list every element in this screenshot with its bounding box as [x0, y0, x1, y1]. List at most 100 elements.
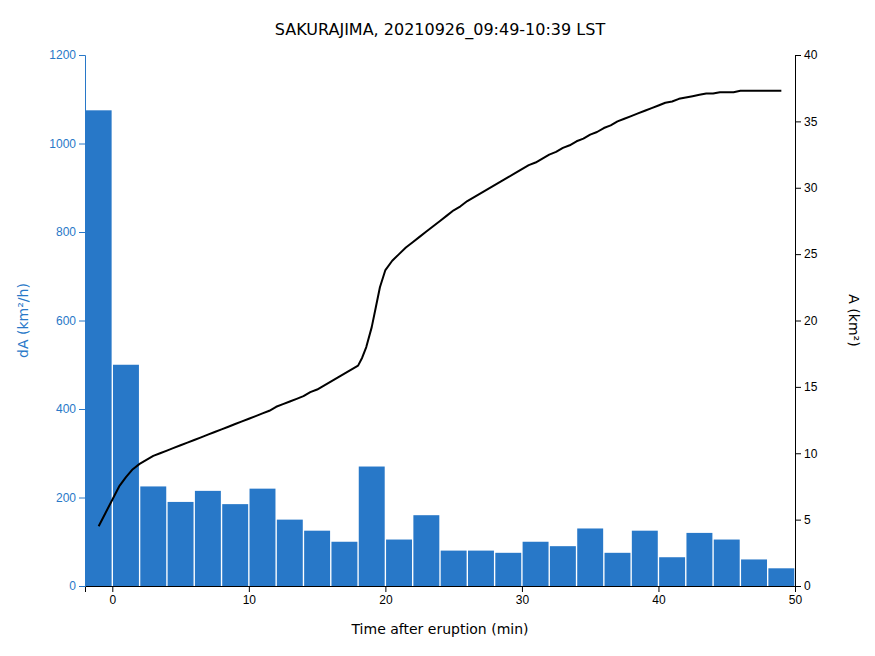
tick: 35: [795, 115, 818, 129]
x-axis: 0 10 20 30 40 50: [86, 586, 803, 607]
y2-axis: 0 5 10 15 20 25 30 35 40: [795, 48, 818, 593]
tick: 0: [109, 586, 116, 607]
tick: 1000: [49, 137, 85, 151]
tick: 0: [795, 579, 811, 593]
tick-mark: [795, 321, 801, 322]
tick-mark: [79, 321, 85, 322]
tick-label: 5: [804, 513, 811, 527]
tick-label: 800: [56, 225, 76, 239]
y-axis: 0 200 400 600 800 1000 1200: [49, 48, 85, 593]
bar: [441, 551, 467, 586]
tick-mark: [795, 453, 801, 454]
tick: 30: [795, 181, 818, 195]
tick-mark: [249, 586, 250, 592]
tick: 40: [795, 48, 818, 62]
bar: [168, 502, 194, 586]
tick-label: 35: [804, 115, 818, 129]
tick-mark: [795, 520, 801, 521]
y-axis-title: dA (km²/h): [15, 283, 31, 358]
axis-line: [86, 587, 796, 593]
bar: [523, 542, 549, 586]
line: [99, 91, 782, 526]
tick-label: 30: [516, 593, 530, 607]
bar: [304, 531, 330, 586]
tick-mark: [79, 586, 85, 587]
tick-mark: [79, 144, 85, 145]
bar: [195, 491, 221, 586]
tick-label: 40: [652, 593, 666, 607]
tick-mark: [795, 55, 801, 56]
tick-mark: [385, 586, 386, 592]
tick-label: 200: [56, 491, 76, 505]
bar: [140, 486, 166, 586]
tick-mark: [79, 409, 85, 410]
tick-label: 0: [109, 593, 116, 607]
tick-mark: [795, 586, 801, 587]
tick-label: 0: [804, 579, 811, 593]
tick-label: 50: [789, 593, 803, 607]
tick: 200: [56, 491, 85, 505]
tick: 0: [69, 579, 85, 593]
tick: 10: [795, 447, 818, 461]
tick-label: 400: [56, 402, 76, 416]
bar: [86, 110, 112, 586]
tick: 15: [795, 380, 818, 394]
bar: [277, 520, 303, 586]
bar: [250, 489, 276, 586]
tick: 600: [56, 314, 85, 328]
tick: 40: [652, 586, 666, 607]
tick-mark: [658, 586, 659, 592]
tick: 10: [243, 586, 257, 607]
tick: 25: [795, 247, 818, 261]
bar: [113, 365, 139, 586]
tick-mark: [522, 586, 523, 592]
tick: 5: [795, 513, 811, 527]
bar: [386, 540, 412, 586]
bar: [495, 553, 521, 586]
bar: [550, 546, 576, 586]
tick-label: 25: [804, 247, 818, 261]
bar: [686, 533, 712, 586]
tick: 400: [56, 402, 85, 416]
tick: 30: [516, 586, 530, 607]
bars: [86, 110, 795, 586]
tick: 800: [56, 225, 85, 239]
tick-label: 20: [379, 593, 393, 607]
x-axis-title: Time after eruption (min): [350, 621, 528, 637]
bar: [605, 553, 631, 586]
plot-area: [86, 91, 795, 586]
bar: [331, 542, 357, 586]
tick-label: 15: [804, 380, 818, 394]
tick-mark: [112, 586, 113, 592]
tick-label: 0: [69, 579, 76, 593]
bar: [768, 568, 794, 586]
tick: 20: [795, 314, 818, 328]
tick-label: 1200: [49, 48, 76, 62]
tick-mark: [795, 188, 801, 189]
bar: [714, 540, 740, 586]
bar: [222, 504, 248, 586]
tick-label: 600: [56, 314, 76, 328]
tick-mark: [795, 387, 801, 388]
tick-mark: [79, 498, 85, 499]
tick-mark: [79, 232, 85, 233]
tick-label: 40: [804, 48, 818, 62]
bar: [359, 467, 385, 586]
tick-mark: [795, 121, 801, 122]
tick-mark: [79, 55, 85, 56]
tick-mark: [795, 254, 801, 255]
tick-label: 10: [804, 447, 818, 461]
axis-line: [79, 56, 86, 587]
bar: [659, 557, 685, 586]
tick: 1200: [49, 48, 85, 62]
title: SAKURAJIMA, 20210926_09:49-10:39 LST: [275, 20, 606, 40]
tick: 20: [379, 586, 393, 607]
bar: [468, 551, 494, 586]
bar: [413, 515, 439, 586]
bar: [741, 559, 767, 586]
axis-line: [796, 56, 802, 587]
tick-label: 30: [804, 181, 818, 195]
tick-label: 10: [243, 593, 257, 607]
tick-label: 1000: [49, 137, 76, 151]
bar: [577, 528, 603, 586]
